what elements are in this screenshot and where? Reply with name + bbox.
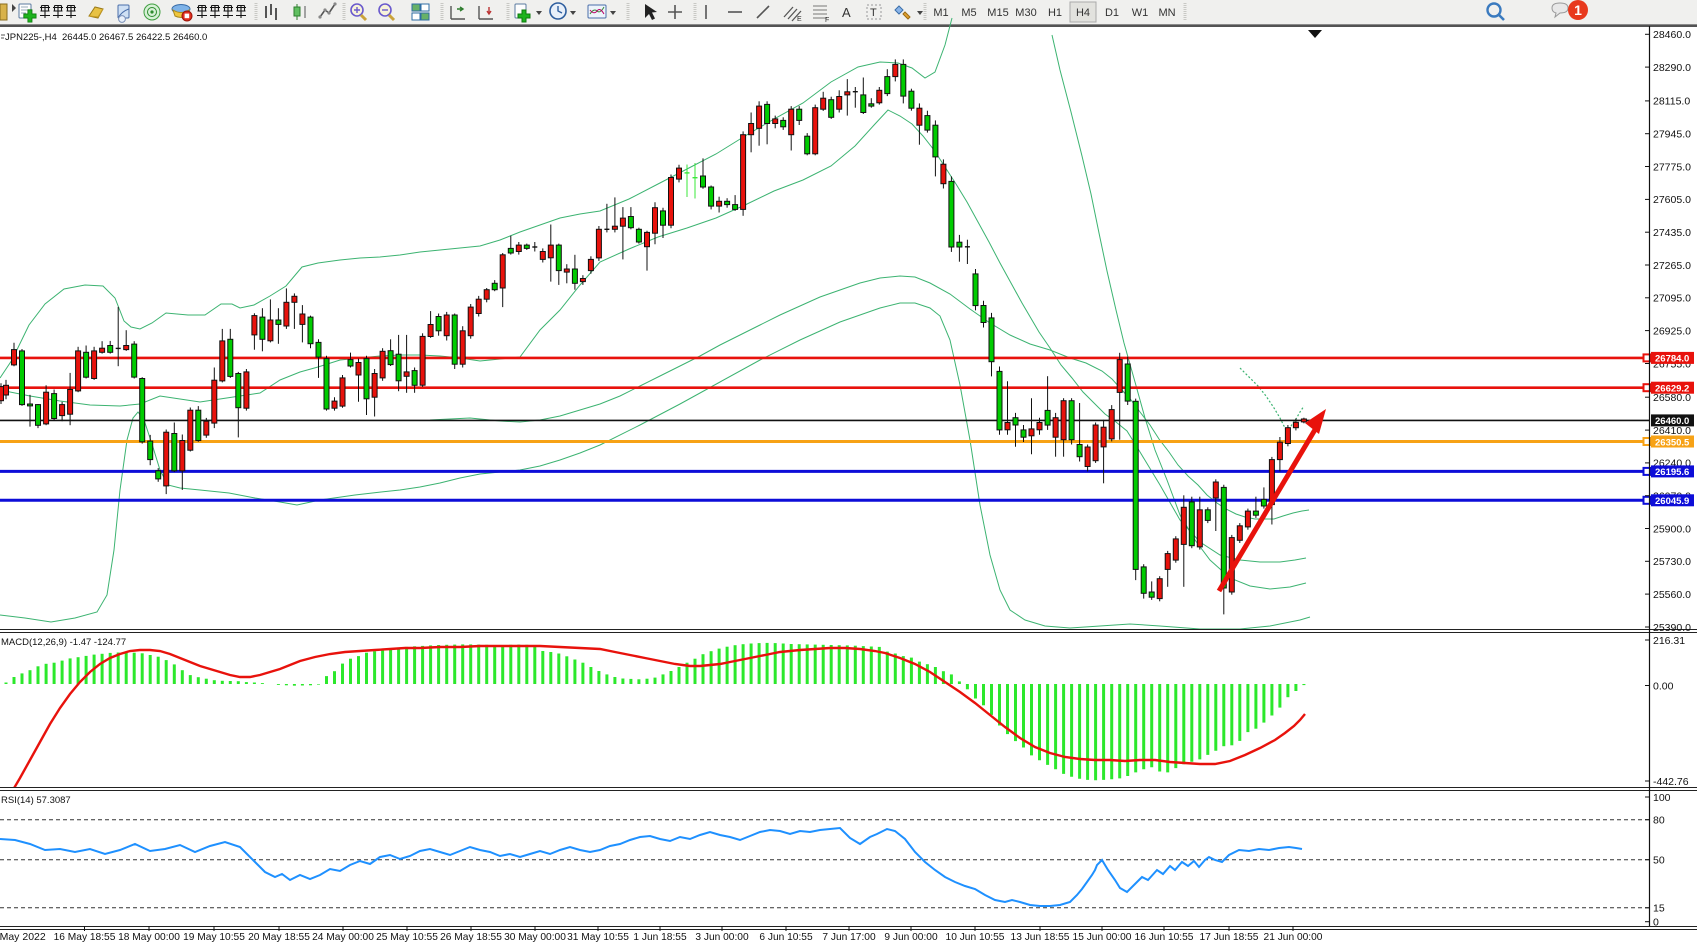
svg-text:16 May 18:55: 16 May 18:55 bbox=[54, 932, 116, 943]
svg-text:26925.0: 26925.0 bbox=[1653, 325, 1691, 337]
svg-text:20 May 18:55: 20 May 18:55 bbox=[248, 932, 310, 943]
svg-text:26 May 18:55: 26 May 18:55 bbox=[440, 932, 502, 943]
svg-text:100: 100 bbox=[1653, 792, 1671, 804]
svg-text:-442.76: -442.76 bbox=[1653, 776, 1689, 788]
svg-text:7 Jun 17:00: 7 Jun 17:00 bbox=[822, 932, 876, 943]
svg-text:26460.0: 26460.0 bbox=[1655, 416, 1689, 427]
svg-text:18 May 00:00: 18 May 00:00 bbox=[118, 932, 180, 943]
svg-text:H1: H1 bbox=[1048, 7, 1062, 19]
svg-text:27095.0: 27095.0 bbox=[1653, 293, 1691, 305]
svg-text:17 Jun 18:55: 17 Jun 18:55 bbox=[1200, 932, 1259, 943]
svg-text:9 Jun 00:00: 9 Jun 00:00 bbox=[884, 932, 938, 943]
svg-text:25900.0: 25900.0 bbox=[1653, 523, 1691, 535]
svg-text:10 Jun 10:55: 10 Jun 10:55 bbox=[946, 932, 1005, 943]
svg-text:W1: W1 bbox=[1132, 7, 1149, 19]
svg-text:27605.0: 27605.0 bbox=[1653, 194, 1691, 206]
svg-text:26045.9: 26045.9 bbox=[1655, 496, 1689, 507]
svg-text:80: 80 bbox=[1653, 815, 1665, 827]
svg-text:25 May 10:55: 25 May 10:55 bbox=[376, 932, 438, 943]
svg-text:28115.0: 28115.0 bbox=[1653, 96, 1690, 108]
svg-text:A: A bbox=[842, 5, 851, 20]
svg-text:19 May 10:55: 19 May 10:55 bbox=[183, 932, 245, 943]
svg-text:27435.0: 27435.0 bbox=[1653, 227, 1691, 239]
svg-text:M5: M5 bbox=[961, 7, 976, 19]
svg-text:27775.0: 27775.0 bbox=[1653, 161, 1691, 173]
svg-text:M1: M1 bbox=[933, 7, 948, 19]
svg-text:21 Jun 00:00: 21 Jun 00:00 bbox=[1264, 932, 1323, 943]
svg-text:16 Jun 10:55: 16 Jun 10:55 bbox=[1135, 932, 1194, 943]
svg-text:26580.0: 26580.0 bbox=[1653, 392, 1691, 404]
svg-text:MN: MN bbox=[1158, 7, 1175, 19]
svg-text:D1: D1 bbox=[1105, 7, 1119, 19]
svg-text:31 May 10:55: 31 May 10:55 bbox=[567, 932, 629, 943]
svg-text:27945.0: 27945.0 bbox=[1653, 129, 1691, 141]
svg-text:E: E bbox=[797, 16, 802, 23]
svg-text:28460.0: 28460.0 bbox=[1653, 29, 1691, 41]
svg-text:0: 0 bbox=[1653, 917, 1659, 929]
svg-text:26410.0: 26410.0 bbox=[1653, 425, 1691, 437]
svg-text:0.00: 0.00 bbox=[1653, 680, 1674, 692]
svg-text:25560.0: 25560.0 bbox=[1653, 589, 1691, 601]
svg-text:M30: M30 bbox=[1015, 7, 1036, 19]
svg-text:F: F bbox=[825, 17, 829, 24]
svg-text:26629.2: 26629.2 bbox=[1655, 384, 1689, 395]
svg-text:MACD(12,26,9) -1.47 -124.77: MACD(12,26,9) -1.47 -124.77 bbox=[1, 637, 126, 648]
svg-text:1 Jun 18:55: 1 Jun 18:55 bbox=[633, 932, 687, 943]
svg-text:24 May 00:00: 24 May 00:00 bbox=[312, 932, 374, 943]
svg-text:15: 15 bbox=[1653, 903, 1665, 915]
svg-text:RSI(14) 57.3087: RSI(14) 57.3087 bbox=[1, 795, 71, 806]
svg-text:216.31: 216.31 bbox=[1653, 635, 1685, 647]
svg-text:15 Jun 00:00: 15 Jun 00:00 bbox=[1073, 932, 1132, 943]
svg-text:26195.6: 26195.6 bbox=[1655, 467, 1689, 478]
svg-text:T: T bbox=[870, 7, 877, 19]
svg-text:M15: M15 bbox=[987, 7, 1008, 19]
svg-text:H4: H4 bbox=[1076, 7, 1090, 19]
svg-text:28290.0: 28290.0 bbox=[1653, 62, 1691, 74]
svg-text:JPN225-,H4 26445.0 26467.5 26: JPN225-,H4 26445.0 26467.5 26422.5 26460… bbox=[5, 32, 207, 43]
svg-text:26350.5: 26350.5 bbox=[1655, 437, 1690, 448]
svg-text:1: 1 bbox=[1574, 2, 1582, 18]
svg-text:13 Jun 18:55: 13 Jun 18:55 bbox=[1011, 932, 1070, 943]
svg-text:6 Jun 10:55: 6 Jun 10:55 bbox=[759, 932, 813, 943]
svg-text:25390.0: 25390.0 bbox=[1653, 622, 1691, 634]
svg-text:25730.0: 25730.0 bbox=[1653, 556, 1691, 568]
svg-text:12 May 2022: 12 May 2022 bbox=[0, 931, 46, 943]
svg-text:30 May 00:00: 30 May 00:00 bbox=[504, 932, 566, 943]
svg-text:27265.0: 27265.0 bbox=[1653, 260, 1691, 272]
svg-text:26784.0: 26784.0 bbox=[1655, 354, 1689, 365]
svg-text:50: 50 bbox=[1653, 855, 1665, 867]
svg-text:3 Jun 00:00: 3 Jun 00:00 bbox=[695, 932, 749, 943]
